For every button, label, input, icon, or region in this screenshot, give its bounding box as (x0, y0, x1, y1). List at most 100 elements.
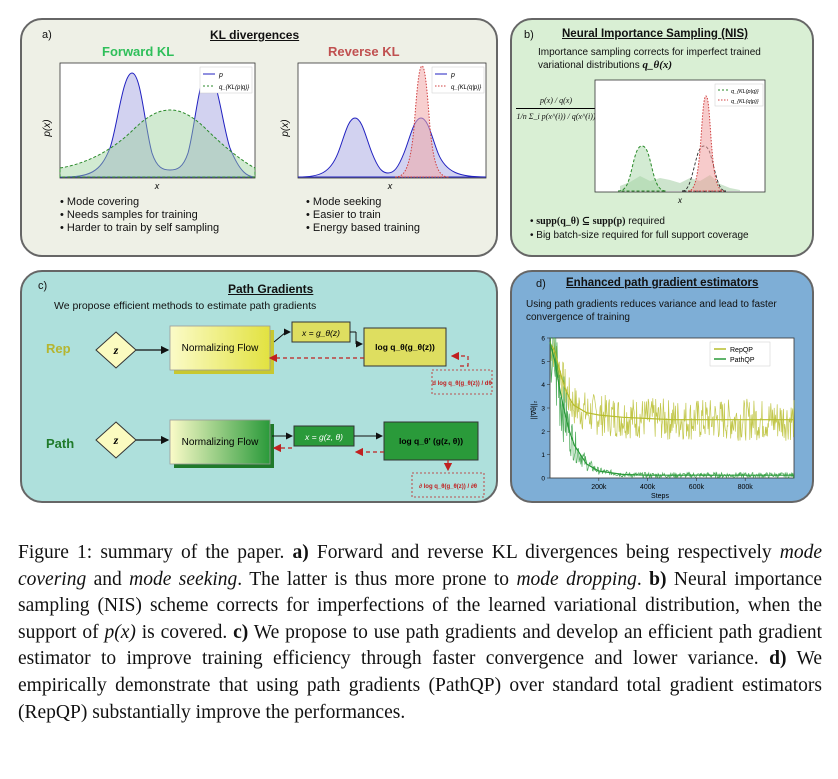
rep-flow-box (169, 325, 270, 370)
rep-backprop-arrow (450, 351, 469, 367)
nis-plot: q_{KL(p|q)} q_{KL(q|p)} x (594, 79, 765, 205)
path-grad-text: ∂ log q_θ(g_θ(z)) / ∂θ (419, 483, 477, 490)
panel-b-label: b) (524, 29, 534, 41)
rep-z-diamond (94, 330, 137, 369)
panel-c: c) Path Gradients We propose efficient m… (20, 270, 498, 503)
caption-b-math: p(x) (104, 621, 136, 643)
panel-d-intro-1: Using path gradients reduces variance an… (526, 299, 777, 310)
forward-legend-q: q_{KL(p|q)} (219, 85, 249, 91)
path-z-text: z (112, 433, 118, 447)
reverse-q-curve (394, 64, 449, 177)
chart-legend: RepQP PathQP (709, 341, 770, 366)
chart-y-ticks: 0 1 2 3 4 5 6 (541, 335, 550, 482)
x-tick-label: 200k (591, 484, 607, 491)
x-tick-label: 600k (688, 484, 704, 491)
reverse-legend-p: p (450, 72, 455, 79)
rep-grad-text: d log q_θ(g_θ(z)) / dθ (432, 381, 491, 387)
caption-a-label: a) (292, 542, 309, 563)
reverse-bullets: Mode seeking Easier to train Energy base… (306, 196, 420, 235)
y-tick-label: 3 (541, 405, 545, 412)
panel-b: b) Neural Importance Sampling (NIS) Impo… (510, 18, 814, 257)
caption-a-text1: Forward and reverse KL divergences being… (316, 542, 772, 563)
chart-series-lines (548, 341, 794, 476)
panel-c-title: Path Gradients (228, 282, 314, 296)
path-z-diamond (94, 420, 137, 459)
legend-repqp-label: RepQP (730, 347, 753, 354)
caption-a-text2: . The latter is thus more prone to (237, 568, 510, 590)
panel-d-intro-2: convergence of training (526, 312, 630, 323)
caption-c-label: c) (233, 621, 249, 643)
caption-d-text: We empirically demonstrate that using pa… (18, 648, 822, 723)
chart-ylabel: ||∇θ||₂ (531, 400, 538, 419)
gradient-norm-chart: 0 1 2 3 4 5 6 200k 400k 600k 800k Steps ||∇θ||₂ R… (531, 335, 794, 500)
y-tick-label: 4 (541, 382, 545, 389)
path-flow-box (169, 419, 270, 464)
x-tick-label: 400k (640, 484, 656, 491)
weight-denominator: 1/n Σ_i p(x^(i)) / q(x^(i)) (516, 112, 596, 121)
chart-xlabel: Steps (651, 493, 669, 500)
forward-bullet-2: Needs samples for training (60, 209, 219, 222)
path-gradient-diagram: z Normalizing Flow x = g_θ(z) log q_θ(g_… (94, 321, 492, 497)
y-tick-label: 0 (541, 475, 545, 482)
panel-a: a) KL divergences Forward KL Reverse KL … (20, 18, 498, 257)
rep-grad-box (431, 369, 492, 394)
forward-bullet-3: Harder to train by self sampling (60, 222, 219, 235)
forward-p-curve (59, 71, 255, 177)
forward-legend (199, 66, 252, 93)
series-line-PathQP (548, 342, 794, 476)
nis-legend-a: q_{KL(p|q)} (731, 89, 759, 95)
panel-c-label: c) (38, 280, 48, 292)
path-label: Path (46, 436, 75, 451)
y-tick-label: 6 (541, 335, 545, 342)
nis-green-left (617, 144, 666, 191)
caption-c-text: We propose to use path gradients and dev… (18, 621, 823, 670)
reverse-legend (431, 66, 484, 93)
reverse-legend-q: q_{KL(q|p)} (451, 85, 481, 91)
caption-a-em3: mode dropping (516, 568, 637, 590)
panel-a-title: KL divergences (210, 28, 300, 42)
caption-b-end: is covered. (141, 621, 228, 643)
caption-a-em1: mode covering (18, 542, 823, 590)
path-x-text: x = g(z, θ) (304, 432, 343, 442)
path-logq-box (383, 421, 478, 460)
rep-logq-text: log q_θ(g_θ(z)) (375, 342, 435, 352)
panel-b-intro-2: variational distributions q_θ(x) (538, 59, 672, 71)
panel-d-label: d) (536, 278, 546, 290)
caption-b-label: b) (649, 568, 667, 590)
nis-bullet-1: • supp(q_θ) ⊆ supp(p) required (530, 216, 665, 227)
nis-bullet-2-text: Big batch-size required for full support… (536, 230, 749, 241)
nis-xlabel: x (677, 196, 683, 205)
figure-caption: Figure 1: summary of the paper. a) Forwa… (18, 540, 822, 726)
y-tick-label: 2 (541, 428, 545, 435)
panel-b-intro-1: Importance sampling corrects for imperfe… (538, 47, 761, 58)
nis-bullet-1-text: required (628, 216, 665, 227)
caption-a-end: . (636, 568, 642, 590)
forward-kl-title: Forward KL (102, 44, 175, 59)
series-line-RepQP (548, 341, 794, 420)
caption-b-text: Neural importance sampling (NIS) scheme … (18, 568, 823, 643)
reverse-bullet-2: Easier to train (306, 209, 420, 222)
forward-legend-p: p (218, 72, 223, 79)
rep-z-text: z (112, 343, 118, 357)
rep-logq-box (363, 327, 446, 366)
reverse-p-curve (297, 116, 486, 177)
forward-bullets: Mode covering Needs samples for training… (60, 196, 219, 235)
panel-b-intro-math: q_θ(x) (642, 59, 673, 71)
panel-c-intro: We propose efficient methods to estimate… (54, 300, 317, 312)
path-grad-box (411, 472, 484, 497)
nis-legend-b: q_{KL(q|p)} (731, 99, 759, 105)
path-flow-text: Normalizing Flow (181, 437, 258, 448)
reverse-xlabel: x (386, 181, 392, 191)
reverse-bullet-1: Mode seeking (306, 196, 420, 209)
nis-bullet-2: • Big batch-size required for full suppo… (530, 230, 749, 241)
rep-label: Rep (46, 341, 71, 356)
panel-b-title: Neural Importance Sampling (NIS) (562, 28, 748, 40)
legend-pathqp-label: PathQP (730, 357, 755, 364)
path-logq-text: log q_θ' (g(z, θ)) (398, 436, 462, 446)
y-tick-label: 1 (541, 452, 545, 459)
panel-d: d) Enhanced path gradient estimators Usi… (510, 270, 814, 503)
reverse-bullet-3: Energy based training (306, 222, 420, 235)
rep-flow-text: Normalizing Flow (181, 343, 258, 354)
caption-lead: summary of the paper. (100, 542, 285, 563)
chart-x-ticks: 200k 400k 600k 800k (591, 477, 753, 491)
